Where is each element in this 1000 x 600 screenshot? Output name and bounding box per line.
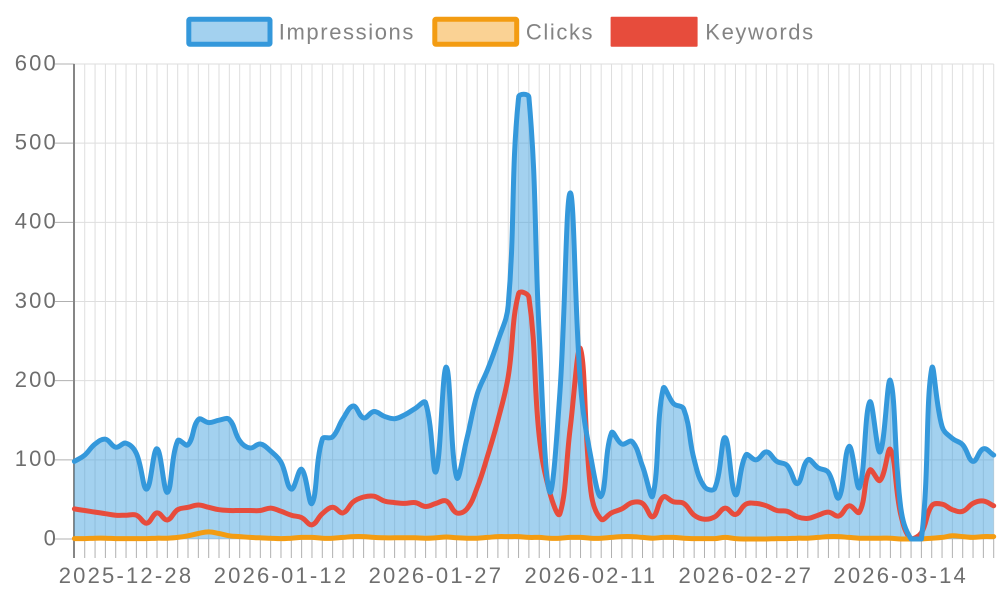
svg-text:2026-01-12: 2026-01-12 [214,563,349,588]
svg-text:2026-01-27: 2026-01-27 [369,563,504,588]
svg-text:100: 100 [15,446,58,471]
svg-text:Impressions: Impressions [279,20,415,45]
svg-text:2026-02-27: 2026-02-27 [679,563,814,588]
svg-text:2026-03-14: 2026-03-14 [833,563,968,588]
svg-text:2026-02-11: 2026-02-11 [524,563,657,588]
svg-text:2025-12-28: 2025-12-28 [59,563,194,588]
svg-text:Clicks: Clicks [526,20,594,45]
svg-text:500: 500 [15,130,58,155]
svg-text:300: 300 [15,288,58,313]
svg-text:400: 400 [15,209,58,234]
svg-text:600: 600 [15,50,58,75]
svg-text:Keywords: Keywords [705,20,814,45]
svg-text:200: 200 [15,367,58,392]
svg-text:0: 0 [44,525,58,550]
